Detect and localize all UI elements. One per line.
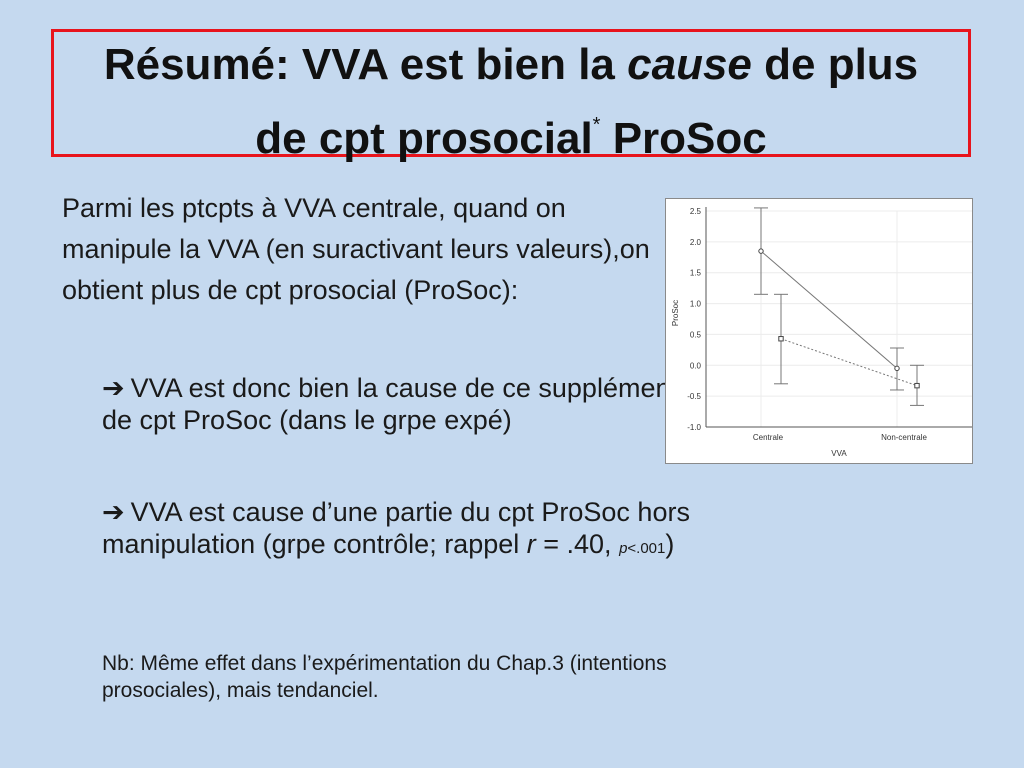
y-tick-label: 1.5 (690, 269, 702, 278)
bullet-1-text: VVA est donc bien la cause de ce supplém… (102, 373, 678, 435)
title-text-end: de plus (751, 40, 919, 89)
x-tick-label: Centrale (753, 433, 784, 442)
note-text: Nb: Même effet dans l’expérimentation du… (102, 652, 667, 702)
right-arrow-icon: ➔ (102, 497, 125, 527)
y-tick-label: -0.5 (687, 392, 701, 401)
y-tick-label: 0.5 (690, 330, 702, 339)
title-text: Résumé: VVA est bien la (103, 40, 628, 89)
y-tick-label: 2.5 (690, 207, 702, 216)
bullet-point-1: ➔ VVA est donc bien la cause de ce supplé… (102, 372, 692, 436)
title-asterisk: * (592, 114, 601, 136)
title-line2-text: de cpt prosocial (255, 114, 593, 163)
bullet-2-p-symbol: p (619, 540, 628, 557)
right-arrow-icon: ➔ (102, 373, 125, 403)
series-line (760, 250, 898, 369)
data-point (914, 382, 920, 389)
title-italic-word: cause (627, 40, 752, 89)
title-line2-end: ProSoc (600, 114, 767, 163)
bullet-2-text: VVA est cause d’une partie du cpt ProSoc… (102, 497, 690, 559)
bullet-point-2: ➔ VVA est cause d’une partie du cpt ProSo… (102, 496, 692, 565)
y-tick-label: 0.0 (690, 361, 702, 370)
data-point (758, 248, 764, 254)
y-tick-label: 2.0 (690, 238, 702, 247)
y-axis-label: ProSoc (671, 300, 680, 326)
data-point (894, 365, 900, 372)
bullet-2-r-symbol: r (526, 529, 536, 559)
intro-paragraph: Parmi les ptcpts à VVA centrale, quand o… (62, 193, 650, 305)
chart-svg: 2.5 2.0 1.5 1.0 0.5 0.0 -0.5 -1.0 Centrale Non-ce… (671, 207, 972, 458)
bullet-2-p-value: <.001 (627, 540, 666, 557)
x-axis-label: VVA (831, 449, 847, 458)
bullet-2-close: ) (665, 529, 675, 559)
interaction-chart: 2.5 2.0 1.5 1.0 0.5 0.0 -0.5 -1.0 Centrale Non-ce… (665, 198, 973, 464)
x-tick-label: Non-centrale (881, 433, 927, 442)
bullet-2-r-value: = .40, (535, 529, 620, 559)
slide-title: Résumé: VVA est bien la cause de plus de… (51, 29, 971, 163)
title-line-1: Résumé: VVA est bien la cause de plus (54, 35, 968, 95)
title-line-2: de cpt prosocial* ProSoc (54, 95, 968, 169)
data-point (778, 336, 784, 342)
y-tick-label: 1.0 (690, 300, 702, 309)
y-tick-label: -1.0 (687, 423, 701, 432)
